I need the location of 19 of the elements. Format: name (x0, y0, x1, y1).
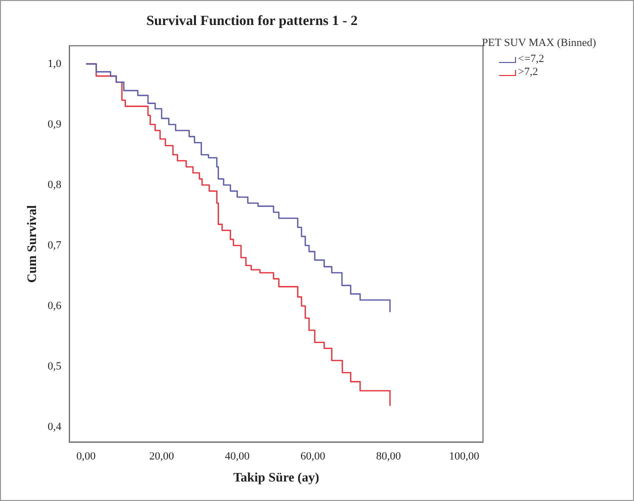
x-tick-label: 60,00 (300, 450, 326, 463)
x-tick-label: 20,00 (149, 450, 174, 463)
legend-title: PET SUV MAX (Binned) (480, 37, 598, 49)
y-axis-title: Cum Survival (24, 204, 40, 283)
x-tick-label: 100,00 (448, 450, 480, 463)
legend-label: <=7,2 (518, 53, 544, 66)
x-tick-label: 80,00 (376, 450, 402, 463)
x-tick-label: 40,00 (224, 450, 250, 463)
y-tick-label: 0,8 (48, 178, 62, 191)
y-tick-label: 0,5 (48, 360, 62, 372)
x-tick-label: 0,00 (76, 450, 96, 463)
y-tick-label: 0,4 (48, 420, 62, 433)
y-tick-label: 0,6 (48, 300, 62, 312)
x-axis-title: Takip Süre (ay) (233, 470, 320, 485)
y-tick-label: 0,9 (48, 118, 62, 130)
y-tick-label: 1,0 (48, 58, 62, 70)
y-tick-label: 0,7 (48, 239, 62, 252)
legend-label: >7,2 (518, 66, 538, 79)
chart-title: Survival Function for patterns 1 - 2 (146, 14, 358, 30)
